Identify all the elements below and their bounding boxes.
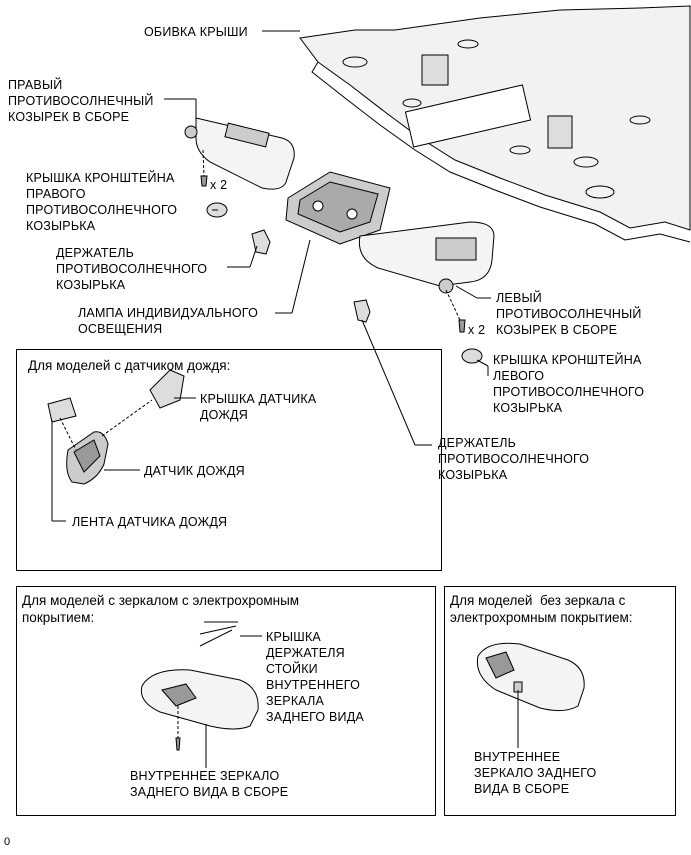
no-ec-mirror-box [444,586,676,816]
label-visor-holder-right: ДЕРЖАТЕЛЬ ПРОТИВОСОЛНЕЧНОГО КОЗЫРЬКА [438,436,590,482]
left-screw-icon [458,319,466,333]
label-rain-sensor: ДАТЧИК ДОЖДЯ [144,464,245,478]
label-no-ec-mirror: ВНУТРЕННЕЕ ЗЕРКАЛО ЗАДНЕГО ВИДА В СБОРЕ [474,750,597,796]
label-rain-cover: КРЫШКА ДАТЧИКА ДОЖДЯ [200,392,317,422]
label-ec-mirror: ВНУТРЕННЕЕ ЗЕРКАЛО ЗАДНЕГО ВИДА В СБОРЕ [130,769,289,799]
headliner-panel [299,5,691,243]
visor-holder-right-drawing [353,299,371,323]
label-right-bracket-cover: КРЫШКА КРОНШТЕЙНА ПРАВОГО ПРОТИВОСОЛНЕЧН… [26,171,178,233]
label-headliner: ОБИВКА КРЫШИ [144,25,248,39]
ec-mirror-cover-drawing [199,621,238,647]
no-ec-mirror-drawing [476,642,585,712]
rain-box-title: Для моделей с датчиком дождя: [28,358,231,373]
label-right-visor: ПРАВЫЙ ПРОТИВОСОЛНЕЧНЫЙ КОЗЫРЕК В СБОРЕ [8,78,154,124]
label-visor-holder-left: ДЕРЖАТЕЛЬ ПРОТИВОСОЛНЕЧНОГО КОЗЫРЬКА [56,246,208,292]
label-qty-right: x 2 [210,178,228,192]
label-personal-lamp: ЛАМПА ИНДИВИДУАЛЬНОГО ОСВЕЩЕНИЯ [78,306,258,336]
ec-mirror-drawing [140,669,259,730]
left-bracket-cover-drawing [461,348,483,364]
left-visor-drawing [358,221,495,294]
rain-sensor-box [16,349,442,571]
label-ec-cover: КРЫШКА ДЕРЖАТЕЛЯ СТОЙКИ ВНУТРЕННЕГО ЗЕРК… [266,630,364,724]
personal-lamp-drawing [285,171,391,245]
ec-box-title: Для моделей с зеркалом с электрохромным … [22,593,300,625]
rain-tape-drawing [47,397,77,423]
label-qty-left: x 2 [468,323,486,337]
visor-holder-left-drawing [251,229,271,255]
label-left-visor: ЛЕВЫЙ ПРОТИВОСОЛНЕЧНЫЙ КОЗЫРЕК В СБОРЕ [496,291,642,337]
right-visor-drawing [184,117,295,190]
ec-mirror-box [16,586,436,816]
rain-sensor-drawing [66,431,109,485]
label-rain-tape: ЛЕНТА ДАТЧИКА ДОЖДЯ [72,515,228,529]
ec-screw-icon [175,737,181,751]
right-screw-icon [200,175,208,187]
footer-number: 0 [4,836,11,848]
label-left-bracket-cover: КРЫШКА КРОНШТЕЙНА ЛЕВОГО ПРОТИВОСОЛНЕЧНО… [493,353,645,415]
no-ec-box-title: Для моделей без зеркала с электрохромным… [450,593,633,625]
